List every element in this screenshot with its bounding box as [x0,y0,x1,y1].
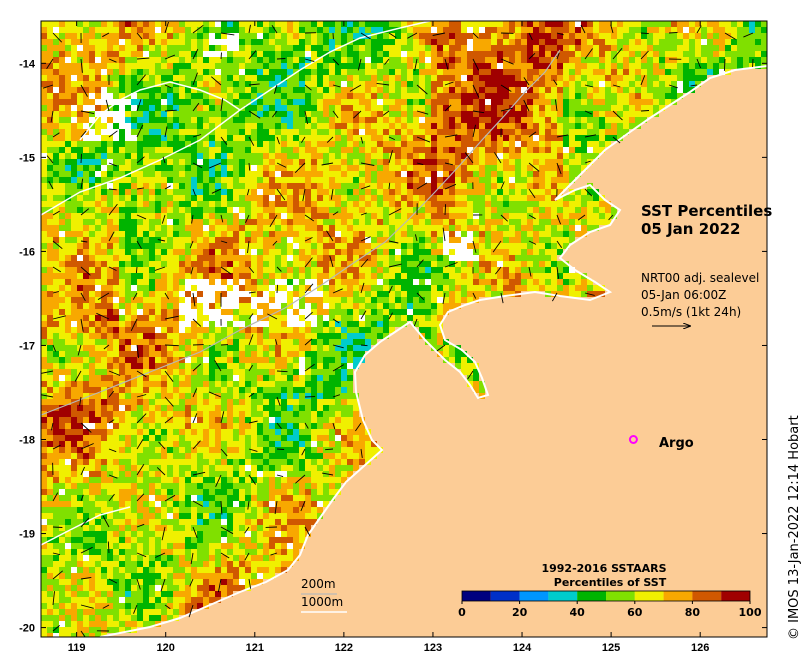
argo-label: Argo [659,436,694,451]
x-tick-label: 119 [68,642,86,654]
colorbar [461,590,751,602]
contour-legend-1000m: 1000m [301,595,343,609]
colorbar-segment [692,591,722,601]
current-vectors [41,21,754,637]
x-tick-label: 124 [513,642,532,654]
y-tick-label: -16 [19,246,35,258]
current-info-line3: 0.5m/s (1kt 24h) [641,305,741,319]
y-tick-label: -15 [19,152,35,164]
colorbar-tick-label: 100 [739,606,762,619]
x-tick-label: 121 [246,642,264,654]
colorbar-tick-label: 40 [570,606,586,619]
colorbar-tick-label: 0 [458,606,466,619]
contour-legend-200m: 200m [301,577,336,591]
colorbar-segment [519,591,549,601]
colorbar-ticks: 0 20 40 60 80 100 [458,601,762,619]
x-tick-label: 125 [602,642,620,654]
current-info-line2: 05-Jan 06:00Z [641,288,726,302]
y-tick-label: -18 [19,435,35,447]
contour-200m [41,49,561,416]
colorbar-segment [606,591,635,601]
y-tick-label: -19 [19,529,35,541]
colorbar-tick-label: 60 [627,606,643,619]
x-axis: 119 120 121 122 123 124 125 126 [68,21,709,654]
x-tick-label: 126 [691,642,709,654]
y-tick-label: -17 [19,340,35,352]
contour-1000m-nw [79,81,241,141]
x-tick-label: 122 [335,642,353,654]
y-tick-label: -14 [19,58,36,70]
y-axis: -14 -15 -16 -17 -18 -19 -20 [19,58,767,635]
y-tick-label: -20 [19,623,35,635]
colorbar-segment [577,591,606,601]
colorbar-segment [721,591,750,601]
colorbar-segment [462,591,491,601]
argo-float-marker [628,435,638,444]
colorbar-title-line1: 1992-2016 SSTAARS [541,562,666,575]
coastline [99,183,622,637]
map-title-line1: SST Percentiles [641,202,772,220]
colorbar-title-line2: Percentiles of SST [554,576,667,589]
coastline-north [554,65,767,201]
colorbar-segment [490,591,520,601]
credit-text: © IMOS 13-Jan-2022 12:14 Hobart [787,415,802,640]
x-tick-label: 123 [424,642,442,654]
x-tick-label: 120 [157,642,175,654]
colorbar-frame [461,590,751,602]
plot-frame [40,20,768,638]
colorbar-segment [663,591,693,601]
map-title-line2: 05 Jan 2022 [641,220,740,238]
colorbar-tick-label: 20 [512,606,528,619]
current-info-line1: NRT00 adj. sealevel [641,271,759,285]
sst-field [41,21,767,637]
colorbar-segment [634,591,664,601]
colorbar-tick-label: 80 [685,606,701,619]
colorbar-segment [548,591,578,601]
